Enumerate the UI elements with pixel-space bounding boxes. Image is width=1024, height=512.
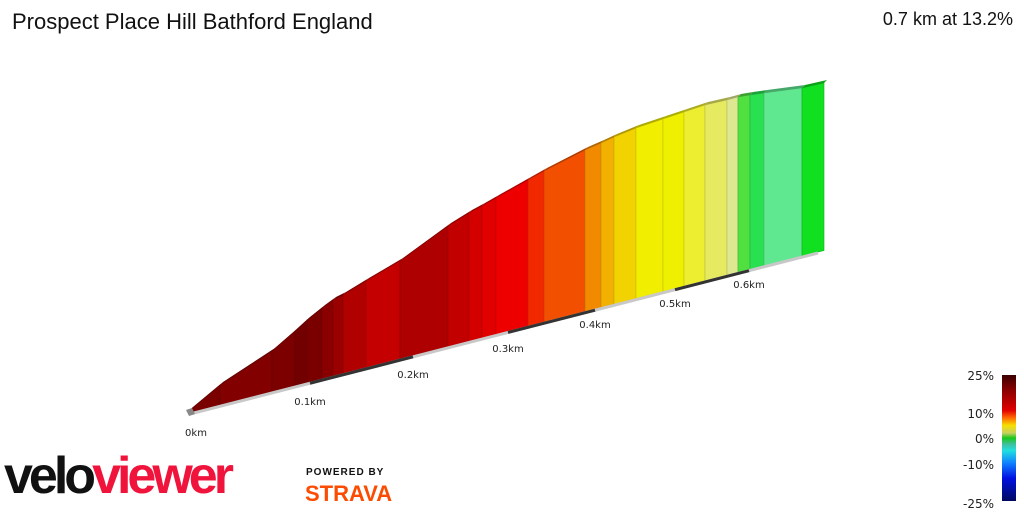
colorscale-label: 0%	[974, 432, 994, 446]
segment-top-edge	[636, 116, 666, 128]
gradient-segment	[801, 82, 825, 257]
gradient-colorscale	[1002, 375, 1016, 501]
segment-top-edge	[400, 223, 451, 261]
segment-top-edge	[705, 97, 730, 105]
segment-top-edge	[496, 177, 531, 198]
gradient-segment	[543, 149, 586, 323]
segment-top-edge	[738, 92, 753, 97]
gradient-segment	[294, 319, 308, 387]
colorscale-label: -10%	[962, 458, 994, 472]
gradient-segments	[189, 80, 827, 414]
distance-tick-label: 0.5km	[659, 299, 690, 310]
segment-top-edge	[295, 317, 310, 331]
page-title: Prospect Place Hill Bathford England	[12, 9, 373, 34]
segment-top-edge	[750, 90, 767, 95]
km-band	[674, 269, 750, 292]
climb-summary: 0.7 km at 13.2%	[882, 9, 1013, 29]
distance-tick-label: 0km	[185, 428, 207, 439]
km-band	[507, 308, 596, 334]
gradient-segment	[219, 350, 273, 406]
gradient-segment	[662, 111, 685, 293]
veloviewer-logo: veloviewer	[4, 447, 234, 505]
distance-tick-label: 0.2km	[397, 370, 428, 381]
gradient-segment	[683, 104, 706, 287]
gradient-segment	[749, 92, 765, 270]
distance-tick-label: 0.3km	[492, 344, 523, 355]
distance-baseline	[186, 251, 819, 416]
segment-top-edge	[614, 125, 639, 137]
segment-top-edge	[727, 94, 741, 100]
distance-tick-label: 0.4km	[579, 320, 610, 331]
gradient-segment	[447, 212, 470, 348]
segment-top-edge	[585, 140, 604, 150]
colorscale-label: -25%	[962, 497, 994, 511]
gradient-segment	[332, 294, 344, 377]
segment-top-edge	[663, 109, 687, 119]
strava-logo: STRAVA	[305, 481, 393, 506]
gradient-segment	[737, 94, 751, 273]
logo-viewer: viewer	[92, 447, 234, 505]
gradient-segment	[704, 99, 728, 282]
distance-tick-label: 0.6km	[733, 280, 764, 291]
segment-top-edge	[322, 297, 336, 308]
gradient-segment	[726, 96, 739, 276]
segment-top-edge	[220, 348, 275, 385]
segment-top-edge	[366, 258, 403, 281]
gradient-segment	[306, 307, 323, 384]
gradient-segment	[468, 205, 483, 342]
segment-top-edge	[528, 168, 547, 180]
gradient-segment	[527, 170, 545, 327]
gradient-segment	[399, 225, 449, 360]
segment-top-edge	[333, 292, 346, 300]
km-band	[309, 355, 414, 385]
gradient-segment	[342, 280, 367, 375]
gradient-segment	[584, 142, 602, 313]
distance-ticks: 0km 0.1km 0.2km 0.3km 0.4km 0.5km 0.6km	[185, 280, 765, 439]
segment-top-edge	[469, 203, 485, 213]
segment-top-edge	[601, 134, 617, 143]
colorscale-label: 25%	[967, 369, 994, 383]
gradient-segment	[635, 118, 664, 300]
colorscale-label: 10%	[967, 407, 994, 421]
gradient-segment	[481, 197, 497, 339]
gradient-segment	[600, 136, 615, 309]
distance-tick-label: 0.1km	[294, 397, 325, 408]
segment-top-edge	[802, 80, 827, 88]
segment-top-edge	[272, 328, 298, 351]
gradient-segment	[271, 330, 296, 393]
segment-top-edge	[343, 278, 369, 295]
segment-top-edge	[764, 85, 805, 93]
gradient-segment	[613, 127, 637, 305]
segment-top-edge	[190, 382, 223, 410]
gradient-segment	[495, 179, 529, 335]
powered-by-label: POWERED BY	[306, 467, 385, 478]
segment-top-edge	[544, 147, 588, 171]
segment-top-edge	[482, 195, 499, 206]
segment-top-edge	[684, 102, 708, 112]
segment-top-edge	[307, 305, 325, 320]
logo-velo: velo	[4, 447, 96, 505]
gradient-segment	[321, 299, 334, 380]
gradient-segment	[763, 87, 803, 267]
segment-top-edge	[448, 210, 472, 226]
